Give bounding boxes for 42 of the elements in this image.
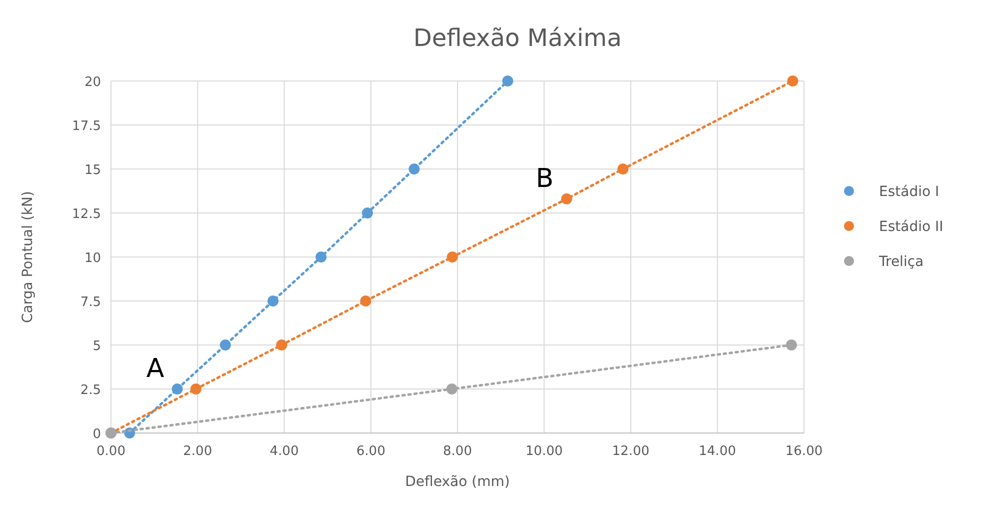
- legend-label: Estádio I: [879, 184, 940, 200]
- x-tick-label: 12.00: [612, 444, 650, 459]
- x-tick-label: 16.00: [785, 444, 823, 459]
- y-tick-label: 10: [84, 251, 101, 266]
- point: [617, 164, 628, 174]
- legend-label: Estádio II: [879, 219, 944, 235]
- point: [267, 296, 278, 306]
- y-tick-label: 12.5: [72, 207, 101, 222]
- y-tick-label: 0: [92, 427, 101, 442]
- point: [276, 340, 288, 350]
- y-tick-label: 20: [84, 75, 101, 90]
- y-tick-label: 5: [92, 339, 101, 354]
- point: [786, 340, 797, 350]
- x-tick-label: 2.00: [183, 444, 212, 459]
- x-tick-label: 4.00: [270, 444, 299, 459]
- point: [502, 76, 514, 86]
- point: [172, 384, 183, 394]
- y-tick-label: 7.5: [80, 295, 101, 310]
- x-tick-label: 14.00: [698, 444, 736, 459]
- point: [316, 252, 327, 262]
- x-axis-title: Deflexão (mm): [405, 474, 510, 490]
- point: [787, 76, 798, 86]
- point: [446, 252, 458, 262]
- annotation: A: [146, 354, 164, 384]
- x-tick-label: 8.00: [443, 444, 472, 459]
- x-tick-label: 10.00: [526, 444, 563, 459]
- annotation: B: [536, 164, 554, 194]
- y-tick-label: 17.5: [72, 119, 101, 134]
- y-tick-label: 15: [84, 163, 101, 178]
- point: [360, 296, 372, 306]
- y-axis-title: Carga Pontual (kN): [20, 191, 36, 323]
- x-tick-label: 6.00: [356, 444, 386, 459]
- point: [408, 164, 420, 174]
- y-tick-label: 2.5: [80, 383, 101, 398]
- legend-label: Treliça: [878, 254, 924, 270]
- point: [446, 384, 458, 394]
- chart-title: Deflexão Máxima: [413, 24, 622, 52]
- x-tick-label: 0.00: [96, 444, 126, 459]
- point: [220, 340, 231, 350]
- point: [561, 193, 572, 204]
- point: [362, 208, 373, 218]
- point: [190, 384, 202, 394]
